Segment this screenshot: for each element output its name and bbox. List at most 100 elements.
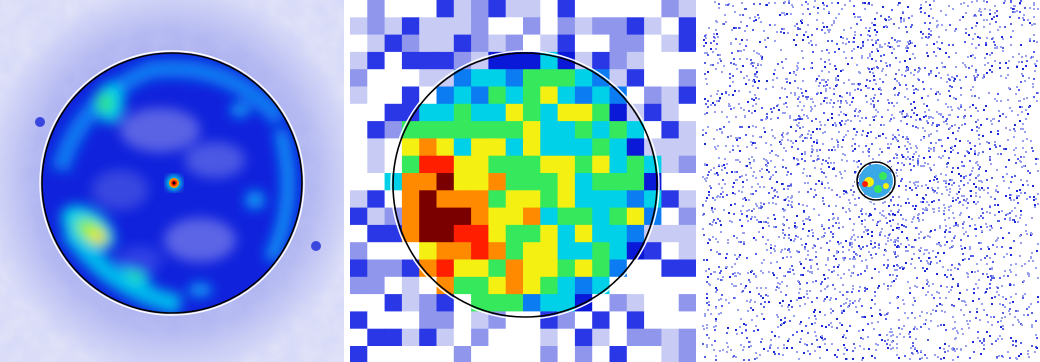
photon-pixel xyxy=(733,182,735,184)
binned-pixel xyxy=(592,207,610,226)
photon-pixel xyxy=(755,177,757,179)
photon-pixel xyxy=(1037,243,1039,245)
photon-pixel xyxy=(828,324,830,326)
photon-pixel xyxy=(823,79,825,81)
photon-pixel xyxy=(714,146,716,148)
photon-pixel xyxy=(905,219,907,221)
photon-pixel xyxy=(716,33,718,35)
photon-pixel xyxy=(879,212,881,214)
photon-pixel xyxy=(861,55,863,57)
photon-pixel xyxy=(1013,284,1015,286)
photon-pixel xyxy=(971,1,973,3)
photon-pixel xyxy=(896,336,898,338)
photon-pixel xyxy=(868,251,870,253)
photon-pixel xyxy=(811,323,813,325)
photon-pixel xyxy=(715,238,717,240)
photon-pixel xyxy=(777,282,779,284)
photon-pixel xyxy=(773,248,775,250)
photon-pixel xyxy=(780,142,782,144)
photon-pixel xyxy=(1013,128,1015,130)
photon-pixel xyxy=(881,339,883,341)
photon-pixel xyxy=(978,134,980,136)
photon-pixel xyxy=(942,266,944,268)
photon-pixel xyxy=(733,107,735,109)
binned-pixel xyxy=(367,69,385,87)
photon-pixel xyxy=(764,301,766,303)
photon-pixel xyxy=(989,23,991,25)
photon-pixel xyxy=(823,26,825,28)
photon-pixel xyxy=(952,316,954,318)
photon-pixel xyxy=(978,97,980,99)
photon-pixel xyxy=(762,297,764,299)
photon-pixel xyxy=(873,104,875,106)
binned-pixel xyxy=(350,276,368,295)
photon-pixel xyxy=(996,169,998,171)
photon-pixel xyxy=(810,155,812,157)
binned-pixel xyxy=(488,34,507,53)
photon-pixel xyxy=(727,327,729,329)
photon-pixel xyxy=(934,354,936,356)
photon-pixel xyxy=(936,111,938,113)
binned-pixel xyxy=(661,276,680,295)
photon-pixel xyxy=(889,220,891,222)
photon-pixel xyxy=(963,176,965,178)
photon-pixel xyxy=(854,115,856,117)
photon-pixel xyxy=(752,175,754,177)
photon-pixel xyxy=(948,90,950,92)
photon-pixel xyxy=(752,193,754,195)
photon-pixel xyxy=(735,329,737,331)
photon-pixel xyxy=(953,348,955,350)
binned-pixel xyxy=(626,34,645,53)
photon-pixel xyxy=(712,236,714,238)
photon-pixel xyxy=(917,162,919,164)
photon-pixel xyxy=(758,53,760,55)
binned-pixel xyxy=(367,155,385,174)
photon-pixel xyxy=(1025,109,1027,111)
photon-pixel xyxy=(944,244,946,246)
photon-pixel xyxy=(807,24,809,26)
photon-pixel xyxy=(809,219,811,221)
binned-pixel xyxy=(419,173,437,191)
photon-pixel xyxy=(728,105,730,107)
photon-pixel xyxy=(837,144,839,146)
photon-pixel xyxy=(754,110,756,112)
photon-pixel xyxy=(843,51,845,53)
binned-pixel xyxy=(540,0,558,18)
photon-pixel xyxy=(718,157,720,159)
photon-pixel xyxy=(1021,111,1023,113)
photon-pixel xyxy=(912,205,914,207)
photon-pixel xyxy=(833,20,835,22)
photon-pixel xyxy=(905,70,907,72)
photon-pixel xyxy=(914,300,916,302)
photon-pixel xyxy=(769,345,771,347)
photon-pixel xyxy=(813,196,815,198)
photon-pixel xyxy=(977,110,979,112)
photon-pixel xyxy=(937,356,939,358)
photon-pixel xyxy=(1004,0,1006,2)
photon-pixel xyxy=(979,340,981,342)
photon-pixel xyxy=(850,275,852,277)
binned-pixel xyxy=(505,311,524,330)
photon-pixel xyxy=(954,30,956,32)
photon-pixel xyxy=(802,220,804,222)
binned-pixel xyxy=(505,86,524,105)
photon-pixel xyxy=(906,45,908,47)
photon-pixel xyxy=(955,52,957,54)
photon-pixel xyxy=(852,285,854,287)
photon-pixel xyxy=(711,209,713,211)
photon-pixel xyxy=(718,7,720,9)
photon-pixel xyxy=(962,62,964,64)
binned-pixel xyxy=(557,242,576,260)
photon-pixel xyxy=(723,65,725,67)
photon-pixel xyxy=(976,130,978,132)
photon-pixel xyxy=(773,351,775,353)
photon-pixel xyxy=(800,338,802,340)
photon-pixel xyxy=(916,277,918,279)
binned-pixel xyxy=(557,69,576,87)
photon-pixel xyxy=(932,122,934,124)
photon-pixel xyxy=(986,53,988,55)
photon-pixel xyxy=(774,137,776,139)
photon-pixel xyxy=(717,62,719,64)
photon-pixel xyxy=(746,210,748,212)
photon-pixel xyxy=(831,113,833,115)
